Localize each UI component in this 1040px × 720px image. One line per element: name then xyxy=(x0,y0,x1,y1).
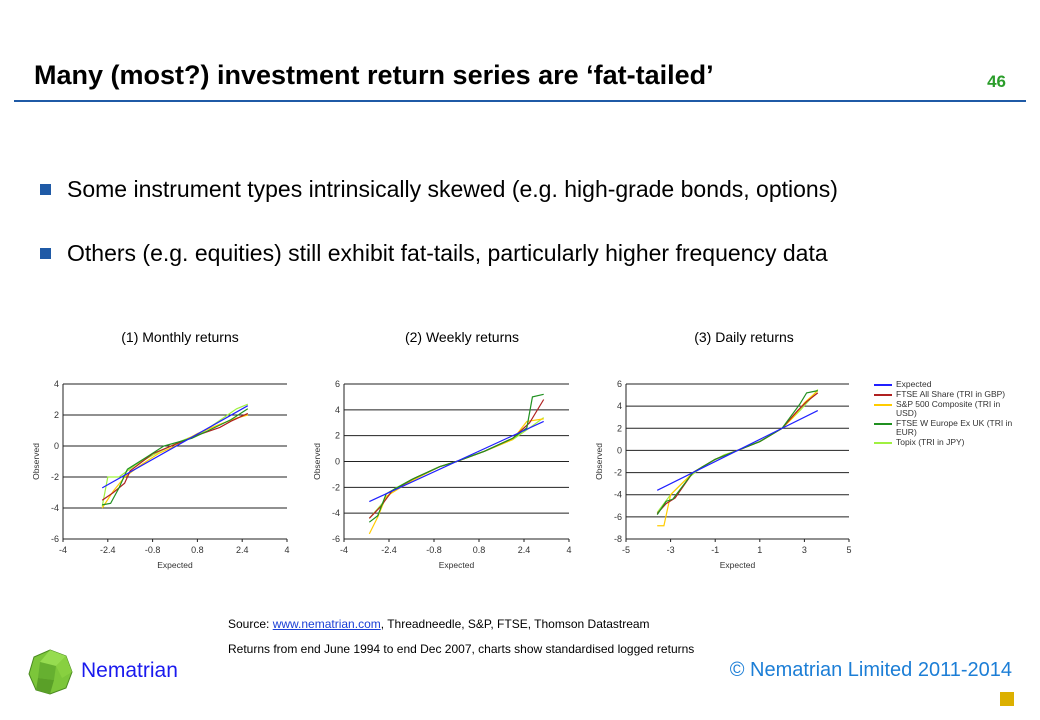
x-tick-label: 4 xyxy=(566,545,571,555)
y-tick-label: -4 xyxy=(614,490,622,500)
legend-label: FTSE All Share (TRI in GBP) xyxy=(896,389,1006,399)
legend-swatch xyxy=(874,394,892,396)
series-line-expected xyxy=(369,420,544,503)
y-tick-label: 6 xyxy=(335,379,340,389)
legend-label: S&P 500 Composite (TRI in USD) xyxy=(896,399,1001,418)
y-tick-label: 0 xyxy=(617,445,622,455)
bullet-item: Others (e.g. equities) still exhibit fat… xyxy=(40,240,828,267)
x-tick-label: -5 xyxy=(622,545,630,555)
y-tick-label: -6 xyxy=(332,534,340,544)
series-line-topix-tri-in-jpy- xyxy=(101,403,249,507)
legend-swatch xyxy=(874,404,892,406)
bullet-square-icon xyxy=(40,248,51,259)
y-tick-label: 4 xyxy=(54,379,59,389)
legend-item: Topix (TRI in JPY) xyxy=(874,438,1014,447)
x-tick-label: 2.4 xyxy=(518,545,531,555)
legend-swatch xyxy=(874,423,892,425)
x-axis-label: Expected xyxy=(157,560,193,570)
legend-item: Expected xyxy=(874,380,1014,389)
y-tick-label: -2 xyxy=(332,482,340,492)
x-tick-label: -2.4 xyxy=(100,545,116,555)
x-tick-label: -3 xyxy=(667,545,675,555)
x-tick-label: 3 xyxy=(802,545,807,555)
x-tick-label: -0.8 xyxy=(426,545,442,555)
x-tick-label: 2.4 xyxy=(236,545,249,555)
bullet-item: Some instrument types intrinsically skew… xyxy=(40,176,838,203)
y-tick-label: -4 xyxy=(332,508,340,518)
series-line-s-p-500-composite-tri-in-usd- xyxy=(657,390,819,527)
legend-swatch xyxy=(874,442,892,444)
series-line-expected xyxy=(656,410,819,491)
y-tick-label: 4 xyxy=(335,405,340,415)
x-tick-label: 0.8 xyxy=(473,545,486,555)
title-rule xyxy=(14,100,1026,102)
legend-item: S&P 500 Composite (TRI in USD) xyxy=(874,400,1014,418)
y-tick-label: 2 xyxy=(335,431,340,441)
y-axis-label: Observed xyxy=(594,443,604,480)
series-line-expected xyxy=(101,405,249,489)
y-tick-label: -6 xyxy=(51,534,59,544)
slide-marker xyxy=(1000,692,1014,706)
y-axis-label: Observed xyxy=(31,443,41,480)
brand-name: Nematrian xyxy=(81,659,178,682)
returns-note: Returns from end June 1994 to end Dec 20… xyxy=(228,642,695,656)
x-tick-label: -0.8 xyxy=(145,545,161,555)
chart-legend: Expected FTSE All Share (TRI in GBP) S&P 5… xyxy=(874,380,1014,448)
y-tick-label: -8 xyxy=(614,534,622,544)
page-number: 46 xyxy=(987,72,1006,91)
y-tick-label: -2 xyxy=(51,472,59,482)
x-tick-label: 0.8 xyxy=(191,545,204,555)
legend-label: Topix (TRI in JPY) xyxy=(896,437,965,447)
x-axis-label: Expected xyxy=(720,560,756,570)
y-tick-label: 0 xyxy=(335,457,340,467)
bullet-square-icon xyxy=(40,184,51,195)
series-line-ftse-w-europe-ex-uk-tri-in-eur- xyxy=(102,408,249,506)
x-tick-label: 1 xyxy=(757,545,762,555)
chart-title: (1) Monthly returns xyxy=(121,329,239,345)
x-tick-label: 5 xyxy=(846,545,851,555)
legend-label: FTSE W Europe Ex UK (TRI in EUR) xyxy=(896,418,1013,437)
series-line-s-p-500-composite-tri-in-usd- xyxy=(101,414,248,509)
source-rest: , Threadneedle, S&P, FTSE, Thomson Datas… xyxy=(380,617,650,631)
y-tick-label: -6 xyxy=(614,512,622,522)
legend-item: FTSE W Europe Ex UK (TRI in EUR) xyxy=(874,419,1014,437)
y-tick-label: -4 xyxy=(51,503,59,513)
copyright: © Nematrian Limited 2011-2014 xyxy=(729,659,1012,681)
source-link[interactable]: www.nematrian.com xyxy=(272,617,381,631)
x-tick-label: -4 xyxy=(340,545,348,555)
y-axis-label: Observed xyxy=(312,443,322,480)
legend-item: FTSE All Share (TRI in GBP) xyxy=(874,390,1014,399)
x-tick-label: 4 xyxy=(284,545,289,555)
series-line-ftse-all-share-tri-in-gbp- xyxy=(656,392,819,514)
x-axis-label: Expected xyxy=(439,560,475,570)
chart-title: (2) Weekly returns xyxy=(404,329,520,345)
y-tick-label: -2 xyxy=(614,468,622,478)
x-tick-label: -4 xyxy=(59,545,67,555)
y-tick-label: 4 xyxy=(617,401,622,411)
page-title: Many (most?) investment return series ar… xyxy=(34,60,714,90)
bullet-text: Others (e.g. equities) still exhibit fat… xyxy=(67,240,828,266)
series-line-ftse-w-europe-ex-uk-tri-in-eur- xyxy=(368,393,544,523)
y-tick-label: 2 xyxy=(617,423,622,433)
source-line: Source: www.nematrian.com, Threadneedle,… xyxy=(228,617,650,631)
source-prefix: Source: xyxy=(228,617,273,631)
legend-swatch xyxy=(874,384,892,386)
y-tick-label: 0 xyxy=(54,441,59,451)
chart-title: (3) Daily returns xyxy=(694,329,794,345)
y-tick-label: 6 xyxy=(617,379,622,389)
y-tick-label: 2 xyxy=(54,410,59,420)
x-tick-label: -2.4 xyxy=(381,545,397,555)
bullet-text: Some instrument types intrinsically skew… xyxy=(67,176,838,202)
x-tick-label: -1 xyxy=(711,545,719,555)
series-line-ftse-all-share-tri-in-gbp- xyxy=(368,399,545,519)
series-line-ftse-all-share-tri-in-gbp- xyxy=(101,412,249,501)
legend-label: Expected xyxy=(896,379,932,389)
nematrian-logo-icon xyxy=(28,649,73,695)
series-line-ftse-w-europe-ex-uk-tri-in-eur- xyxy=(656,390,818,515)
